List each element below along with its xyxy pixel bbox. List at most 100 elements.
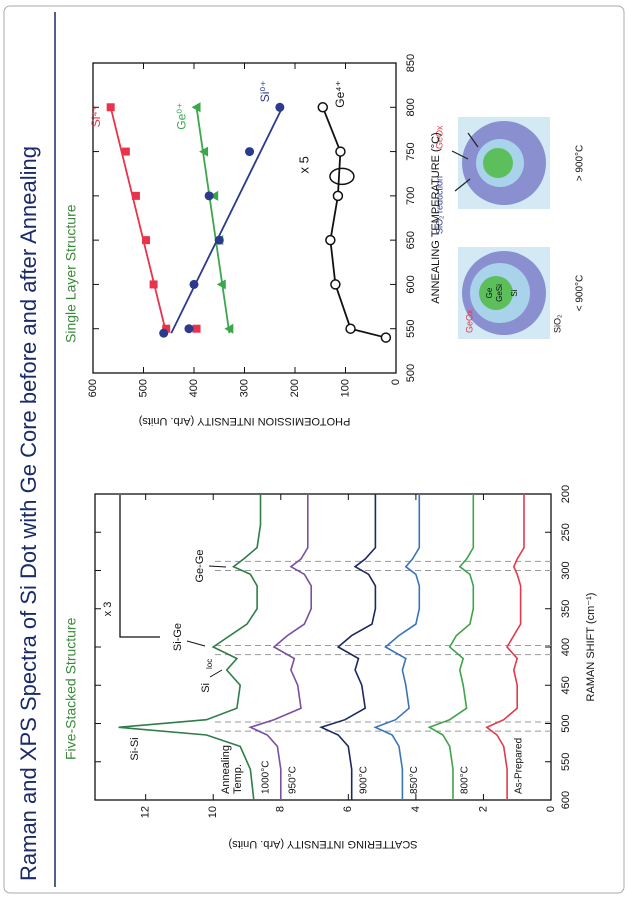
marker [330,279,341,290]
x-tick-label: 300 [560,561,572,579]
y-tick-label: 100 [339,379,351,397]
series-label: 900°C [358,766,369,794]
x-tick-label: 400 [560,638,572,656]
ge-core [483,148,513,178]
ge-core [479,276,513,310]
scale-loop [329,167,355,186]
y-tick-label: 2 [477,806,489,812]
annotation: x 5 [297,156,312,173]
marker [189,279,199,289]
series-label: 800°C [460,766,471,794]
spectrum-line [373,494,421,800]
x-tick-label: 650 [405,231,417,249]
frame [3,5,625,894]
slide-title: Raman and XPS Spectra of Si Dot with Ge … [16,146,41,881]
x-tick-label: 550 [405,320,417,338]
fit-line [109,107,168,334]
y-tick-label: 600 [87,379,99,397]
marker [335,146,346,157]
y-tick-label: 10 [207,806,219,818]
series-label: As-Prepared [514,738,525,794]
annotation: Si-Si [129,737,141,760]
y-tick-label: 4 [410,806,422,812]
annotation: Si-Ge [172,623,184,651]
x-tick-label: 200 [560,485,572,503]
diagram-label: > 900°C [575,145,586,182]
y-tick-label: 12 [140,806,152,818]
x-axis-label: RAMAN SHIFT (cm⁻¹) [585,593,597,702]
y-tick-label: 400 [188,379,200,397]
marker [159,328,169,338]
chart-subtitle: Five-Stacked Structure [63,617,79,760]
y-tick-label: 500 [137,379,149,397]
diagram-label: GeOx [464,309,474,333]
fit-line [195,107,231,334]
marker [216,279,226,290]
series-label: Ge⁴⁺ [333,80,347,108]
x-tick-label: 850 [405,54,417,72]
y-tick-label: 200 [289,379,301,397]
x-tick-label: 450 [560,676,572,694]
annotation: Ge-Ge [194,549,206,582]
series-label: 850°C [409,766,420,794]
y-axis-label: SCATTERING INTENSITY (Arb. Units) [228,838,417,850]
annotation: x 3 [102,602,114,617]
dot-diagram-above: SiO₂ reduction GeOx > 900°C [434,117,586,234]
series-label: 950°C [287,766,298,794]
arrows [451,132,479,192]
marker [380,332,392,343]
diagram-label: < 900°C [575,275,586,312]
x-tick-label: 800 [405,98,417,116]
marker [332,190,344,202]
y-tick-label: 0 [390,379,402,385]
y-tick-label: 300 [238,379,250,397]
marker [325,234,336,246]
x-tick-label: 600 [560,791,572,809]
x-axis-label: ANNEALING TEMPERATURE (°C) [430,132,442,303]
spectrum-line [118,494,262,801]
annotation: Annealing [220,745,232,794]
arrow [186,565,227,678]
diagram-label: SiO₂ [552,314,562,333]
marker [184,324,194,334]
diagram-label: GeOx [434,125,444,149]
marker [191,102,201,113]
marker [345,323,356,334]
marker [131,191,140,200]
diagram-label: GeSi [495,284,504,302]
annotation: Temp. [232,764,244,794]
dot-diagram-below: Ge GeSi Si GeOx SiO₂ < 900°C [458,247,586,339]
scale-bracket [119,495,160,638]
x-tick-label: 600 [405,275,417,293]
spectrum-line [427,494,475,800]
y-tick-label: 0 [545,806,557,812]
diagram-label: Si [510,289,519,296]
series-label: Si⁰⁺ [258,80,272,102]
spectrum-line [485,494,525,800]
marker [149,280,158,289]
marker [142,236,151,245]
marker [214,235,224,245]
marker [275,102,285,112]
y-tick-label: 6 [342,806,354,812]
spectrum-line [319,494,377,800]
marker [245,147,255,157]
x-tick-label: 550 [560,753,572,771]
fit-line [170,106,284,334]
x-tick-label: 350 [560,600,572,618]
marker [121,147,130,156]
chart-subtitle: Single Layer Structure [63,204,79,343]
diagram-label: SiO₂ reduction [434,176,444,234]
marker [209,190,219,201]
x-tick-label: 500 [560,714,572,732]
annotation: loc [205,659,214,669]
y-axis-label: PHOTOEMISSION INTENSITY (Arb. Units) [139,415,351,427]
diagram-label: Ge [485,287,494,298]
x-tick-label: 250 [560,523,572,541]
marker [204,191,214,201]
x-tick-label: 500 [405,364,417,382]
marker [317,102,329,113]
y-tick-label: 8 [275,806,287,812]
